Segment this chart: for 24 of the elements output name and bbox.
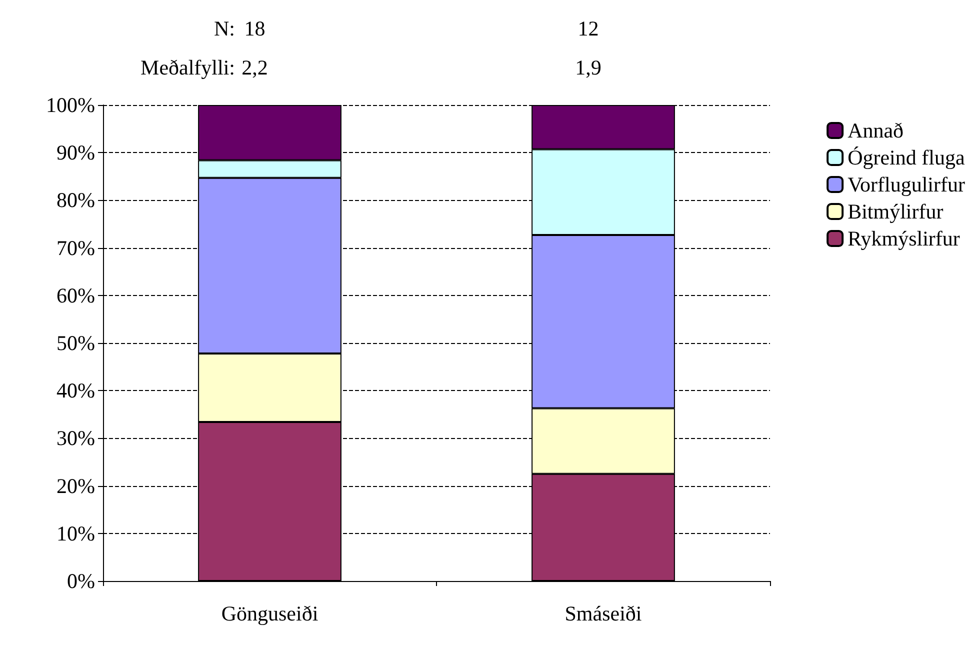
legend-label: Annað	[848, 118, 904, 142]
y-tick-label: 0%	[67, 569, 95, 593]
y-tick-label: 90%	[56, 140, 95, 165]
text: 12	[578, 16, 599, 40]
y-tick-label: 70%	[56, 236, 95, 260]
y-tick-label: 100%	[46, 93, 95, 117]
text: 1,9	[575, 56, 602, 80]
text: 2,2	[242, 56, 268, 80]
legend-label: Rykmýslirfur	[848, 226, 960, 250]
y-tick-label: 20%	[56, 474, 95, 498]
text: N:	[214, 16, 235, 40]
x-tick-label: Gönguseiði	[221, 602, 318, 626]
legend-label: Ógreind fluga	[848, 146, 966, 170]
text: Meðalfylli:	[140, 56, 235, 80]
y-tick-label: 40%	[56, 378, 95, 403]
legend-label: Bitmýlirfur	[848, 200, 944, 224]
y-tick-label: 80%	[56, 188, 95, 212]
y-tick-label: 30%	[56, 426, 95, 450]
legend-label: Vorflugulirfur	[848, 172, 966, 196]
x-tick-label: Smáseiði	[564, 602, 642, 626]
text: 18	[244, 16, 266, 40]
y-tick-label: 50%	[56, 331, 95, 355]
y-tick-label: 10%	[56, 521, 95, 546]
y-tick-label: 60%	[56, 283, 95, 308]
